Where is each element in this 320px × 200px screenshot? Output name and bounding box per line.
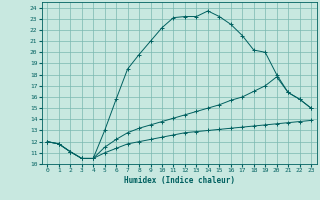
X-axis label: Humidex (Indice chaleur): Humidex (Indice chaleur) (124, 176, 235, 185)
